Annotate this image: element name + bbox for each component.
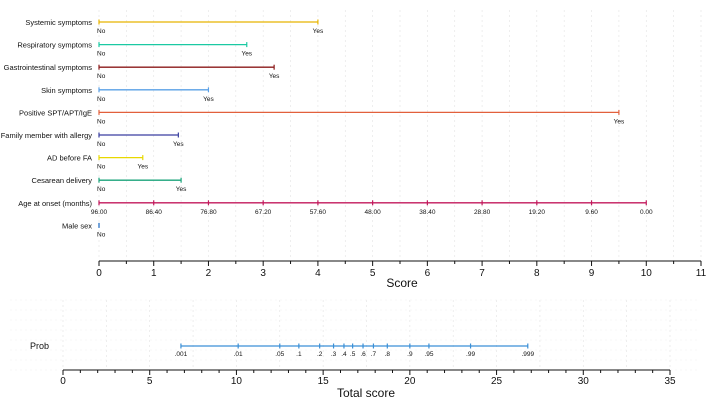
variable-label: AD before FA	[47, 154, 92, 163]
total-tick-label: 15	[318, 376, 330, 387]
prob-tick-label: .7	[371, 351, 377, 358]
level-label: 19.20	[529, 209, 546, 216]
variable-label: Family member with allergy	[1, 131, 93, 140]
total-tick-label: 30	[578, 376, 590, 387]
variable-label: Respiratory symptoms	[17, 41, 92, 50]
prob-tick-label: .8	[385, 351, 391, 358]
variable-label: Skin symptoms	[41, 86, 92, 95]
probability-panel: Prob .001 .01 .05 .1 .2 .3 .4.5 .6 .7 .8 .9 .95 .99 .9…	[30, 341, 534, 358]
score-tick-label: 11	[696, 268, 707, 279]
level-label: 28.80	[474, 209, 491, 216]
level-label: 76.80	[200, 209, 217, 216]
total-tick-label: 0	[60, 376, 66, 387]
level-label: No	[97, 141, 106, 148]
score-tick-label: 2	[206, 268, 212, 279]
score-tick-label: 7	[479, 268, 485, 279]
level-label: No	[97, 96, 106, 103]
level-label: Yes	[176, 186, 187, 193]
level-label: Yes	[173, 141, 184, 148]
prob-tick-label: .9	[407, 351, 413, 358]
background-grid	[10, 10, 702, 371]
prob-tick-label: .2	[317, 351, 323, 358]
total-tick-label: 10	[231, 376, 243, 387]
variable-label: Systemic symptoms	[25, 18, 92, 27]
score-tick-label: 3	[260, 268, 266, 279]
level-label: Yes	[269, 73, 280, 80]
prob-tick-label: .95	[424, 351, 433, 358]
level-label: No	[97, 73, 106, 80]
prob-label: Prob	[30, 341, 49, 351]
prob-tick-label: .3	[331, 351, 337, 358]
prob-tick-label: .001	[175, 351, 188, 358]
score-tick-label: 9	[589, 268, 595, 279]
level-label: 57.60	[310, 209, 327, 216]
total-tick-label: 20	[404, 376, 416, 387]
score-tick-label: 5	[370, 268, 376, 279]
score-tick-label: 10	[641, 268, 653, 279]
variable-label: Cesarean delivery	[32, 176, 93, 185]
score-axis: Score 0 1 2 3 4 5 6 7 8 9 10 11	[96, 260, 707, 290]
level-label: No	[97, 51, 106, 58]
prob-tick-label: .01	[234, 351, 243, 358]
level-label: 48.00	[364, 209, 381, 216]
level-label: No	[97, 118, 106, 125]
score-tick-label: 0	[96, 268, 102, 279]
score-axis-title: Score	[386, 276, 418, 290]
level-label: 0.00	[640, 209, 653, 216]
level-label: 96.00	[91, 209, 108, 216]
variable-label: Positive SPT/APT/IgE	[19, 108, 92, 117]
total-tick-label: 25	[491, 376, 503, 387]
level-label: Yes	[137, 164, 148, 171]
total-tick-label: 5	[147, 376, 153, 387]
total-score-axis-title: Total score	[337, 386, 395, 400]
total-score-axis: Total score 0 5 10 15 20 25 30 35	[60, 369, 676, 400]
variable-label: Age at onset (months)	[18, 199, 92, 208]
score-tick-label: 4	[315, 268, 321, 279]
level-label: No	[97, 28, 106, 35]
level-label: 9.60	[585, 209, 598, 216]
level-label: Yes	[203, 96, 214, 103]
score-tick-label: 1	[151, 268, 157, 279]
points-panel: Systemic symptoms No Yes Respiratory sympto…	[1, 18, 653, 238]
level-label: No	[97, 164, 106, 171]
level-label: No	[97, 186, 106, 193]
score-tick-label: 8	[534, 268, 540, 279]
total-tick-label: 35	[664, 376, 676, 387]
prob-tick-label: .999	[521, 351, 534, 358]
level-label: Yes	[614, 118, 625, 125]
prob-tick-label: .5	[350, 351, 356, 358]
prob-tick-label: .1	[296, 351, 302, 358]
level-label: Yes	[241, 51, 252, 58]
prob-tick-label: .6	[360, 351, 366, 358]
prob-tick-label: .4	[341, 351, 347, 358]
score-tick-label: 6	[425, 268, 431, 279]
variable-label: Male sex	[62, 221, 92, 230]
prob-tick-label: .99	[466, 351, 475, 358]
level-label: No	[97, 231, 106, 238]
level-label: 86.40	[146, 209, 163, 216]
level-label: 67.20	[255, 209, 272, 216]
variable-label: Gastrointestinal symptoms	[4, 63, 93, 72]
level-label: 38.40	[419, 209, 436, 216]
level-label: Yes	[313, 28, 324, 35]
prob-tick-label: .05	[275, 351, 284, 358]
